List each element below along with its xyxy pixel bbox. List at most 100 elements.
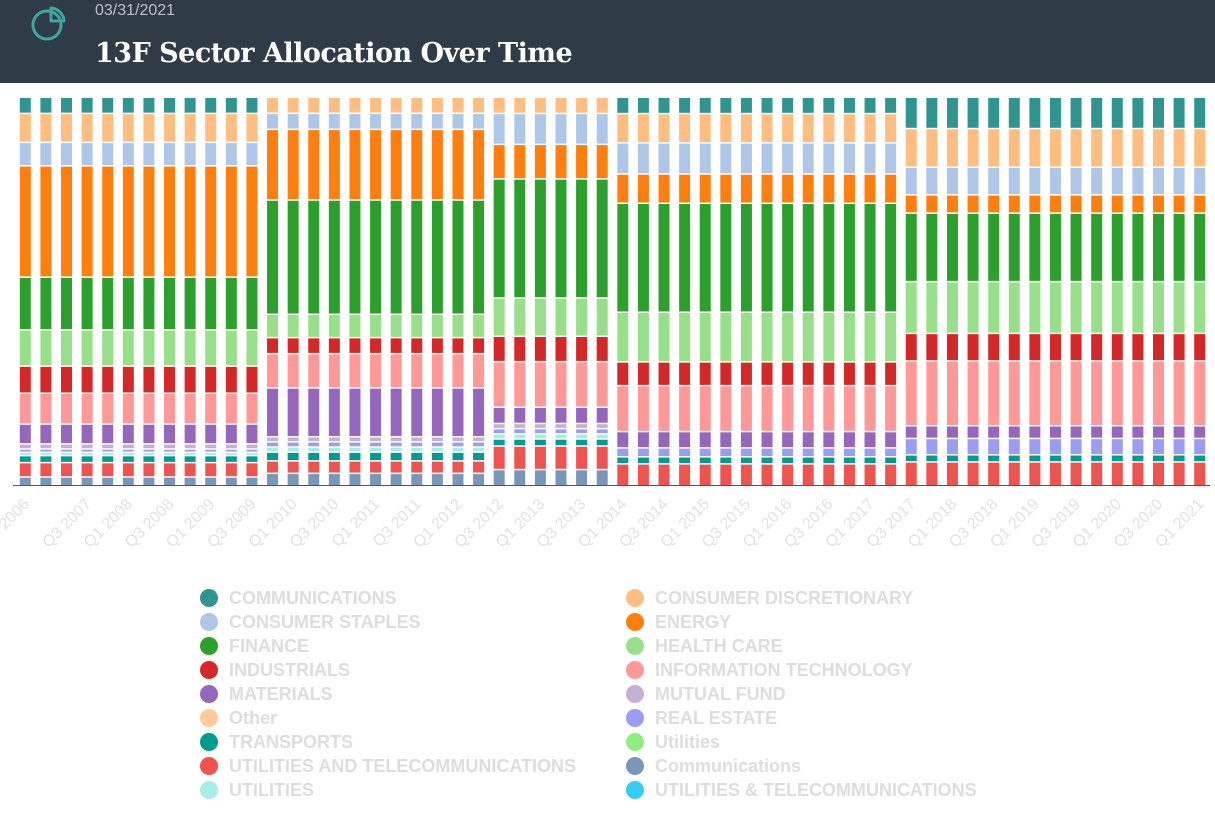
bar-segment-mutual-fund[interactable] [493,424,505,428]
bar-segment-finance[interactable] [287,200,299,314]
bar-segment-health-care[interactable] [1152,282,1164,333]
bar-segment-materials[interactable] [390,388,402,436]
bar-segment-health-care[interactable] [802,312,814,362]
bar-segment-communications[interactable] [122,477,134,485]
bar-segment-consumer-staples[interactable] [452,114,464,129]
bar-segment-communications[interactable] [1029,98,1041,128]
bar-segment-utilities-and-telecommunications[interactable] [267,461,279,473]
bar-segment-materials[interactable] [1152,426,1164,438]
bar-segment-transports[interactable] [390,452,402,461]
bar-segment-health-care[interactable] [308,315,320,337]
bar-segment-consumer-discretionary[interactable] [473,98,485,113]
bar-segment-materials[interactable] [61,424,73,444]
bar-segment-consumer-staples[interactable] [740,143,752,174]
bar-segment-consumer-staples[interactable] [349,114,361,129]
bar-segment-consumer-staples[interactable] [1111,168,1123,195]
bar-segment-utilities-and-telecommunications[interactable] [81,463,93,477]
bar-segment-consumer-discretionary[interactable] [967,129,979,167]
legend-item-finance[interactable]: FINANCE [200,634,309,658]
bar-segment-consumer-discretionary[interactable] [782,114,794,143]
bar-segment-utilities-and-telecommunications[interactable] [473,461,485,473]
bar-segment-information-technology[interactable] [1132,361,1144,426]
bar-segment-information-technology[interactable] [349,354,361,388]
bar-segment-materials[interactable] [225,424,237,444]
bar-segment-mutual-fund[interactable] [576,424,588,428]
bar-segment-consumer-discretionary[interactable] [390,98,402,113]
bar-segment-finance[interactable] [946,213,958,281]
bar-segment-finance[interactable] [679,204,691,312]
bar-segment-industrials[interactable] [1173,334,1185,361]
bar-segment-transports[interactable] [988,455,1000,462]
bar-segment-real-estate[interactable] [81,449,93,452]
bar-segment-consumer-discretionary[interactable] [102,114,114,142]
bar-segment-industrials[interactable] [411,338,423,353]
bar-segment-industrials[interactable] [370,338,382,353]
bar-segment-consumer-discretionary[interactable] [308,98,320,113]
legend-item-materials[interactable]: MATERIALS [200,682,333,706]
bar-segment-energy[interactable] [843,174,855,203]
bar-segment-transports[interactable] [1194,455,1206,462]
bar-segment-utilities[interactable] [81,453,93,455]
bar-segment-finance[interactable] [225,277,237,330]
bar-segment-health-care[interactable] [782,312,794,362]
bar-segment-finance[interactable] [720,204,732,312]
bar-segment-communications[interactable] [390,474,402,485]
bar-segment-health-care[interactable] [246,330,258,366]
bar-segment-mutual-fund[interactable] [514,424,526,428]
bar-segment-utilities-and-telecommunications[interactable] [823,464,835,485]
bar-segment-finance[interactable] [534,179,546,298]
bar-segment-energy[interactable] [926,195,938,213]
bar-segment-energy[interactable] [1194,195,1206,213]
bar-segment-real-estate[interactable] [287,442,299,447]
bar-segment-consumer-discretionary[interactable] [514,98,526,113]
bar-segment-consumer-staples[interactable] [823,143,835,174]
bar-segment-materials[interactable] [493,408,505,423]
bar-segment-finance[interactable] [885,204,897,312]
bar-segment-health-care[interactable] [61,330,73,366]
bar-segment-consumer-discretionary[interactable] [19,114,31,142]
bar-segment-finance[interactable] [370,200,382,314]
bar-segment-real-estate[interactable] [905,439,917,455]
bar-segment-finance[interactable] [205,277,217,330]
bar-segment-mutual-fund[interactable] [370,437,382,442]
bar-segment-health-care[interactable] [534,298,546,336]
bar-segment-real-estate[interactable] [1049,439,1061,455]
bar-segment-utilities-and-telecommunications[interactable] [102,463,114,477]
bar-segment-materials[interactable] [164,424,176,444]
bar-segment-industrials[interactable] [1194,334,1206,361]
bar-segment-finance[interactable] [143,277,155,330]
bar-segment-transports[interactable] [102,456,114,462]
bar-segment-finance[interactable] [658,204,670,312]
bar-segment-real-estate[interactable] [102,449,114,452]
bar-segment-consumer-staples[interactable] [1070,168,1082,195]
bar-segment-materials[interactable] [885,432,897,448]
bar-segment-finance[interactable] [637,204,649,312]
bar-segment-transports[interactable] [61,456,73,462]
bar-segment-real-estate[interactable] [1194,439,1206,455]
bar-segment-consumer-discretionary[interactable] [926,129,938,167]
bar-segment-information-technology[interactable] [534,362,546,407]
bar-segment-information-technology[interactable] [164,393,176,424]
bar-segment-energy[interactable] [699,174,711,203]
bar-segment-materials[interactable] [328,388,340,436]
bar-segment-utilities-and-telecommunications[interactable] [905,462,917,485]
bar-segment-utilities[interactable] [102,453,114,455]
bar-segment-communications[interactable] [761,98,773,113]
bar-segment-mutual-fund[interactable] [122,444,134,449]
bar-segment-real-estate[interactable] [493,429,505,434]
bar-segment-communications[interactable] [473,474,485,485]
bar-segment-industrials[interactable] [164,366,176,393]
bar-segment-finance[interactable] [761,204,773,312]
bar-segment-real-estate[interactable] [328,442,340,447]
bar-segment-health-care[interactable] [720,312,732,362]
bar-segment-utilities[interactable] [473,447,485,452]
bar-segment-materials[interactable] [843,432,855,448]
bar-segment-consumer-staples[interactable] [988,168,1000,195]
bar-segment-industrials[interactable] [1111,334,1123,361]
bar-segment-utilities-and-telecommunications[interactable] [802,464,814,485]
bar-segment-utilities-and-telecommunications[interactable] [596,446,608,469]
bar-segment-communications[interactable] [143,98,155,113]
legend-item-real-estate[interactable]: REAL ESTATE [626,706,777,730]
bar-segment-consumer-staples[interactable] [287,114,299,129]
bar-segment-communications[interactable] [349,474,361,485]
